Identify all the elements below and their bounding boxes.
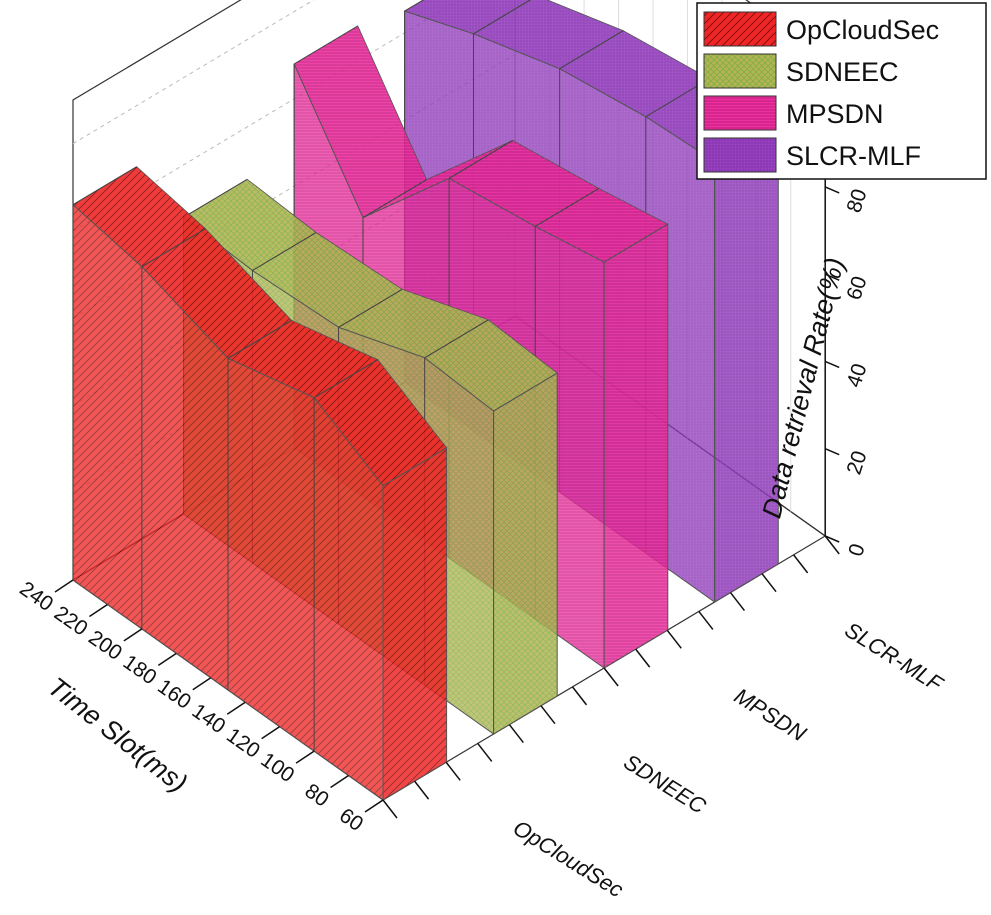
- y-tick: [477, 742, 493, 762]
- z-tick-60: [824, 273, 840, 281]
- x-tick-140: [226, 701, 246, 715]
- legend-label-slcr-mlf: SLCR-MLF: [786, 141, 921, 171]
- y-tick: [540, 705, 556, 725]
- z-tick-label-80: 80: [842, 186, 871, 215]
- legend-label-mpsdn: MPSDN: [786, 99, 884, 129]
- data-edge-mpsdn-150: [448, 139, 514, 179]
- legend: OpCloudSec SDNEEC MPSDN SLCR-MLF: [696, 2, 987, 180]
- y-tick: [793, 554, 809, 574]
- legend-label-sdneec: SDNEEC: [786, 57, 899, 87]
- category-label-mpsdn: MPSDN: [730, 683, 811, 746]
- z-tick-0: [824, 535, 840, 543]
- z-tick-40: [824, 360, 840, 369]
- z-tick-label-40: 40: [842, 361, 871, 390]
- x-tick-label-80: 80: [301, 779, 333, 811]
- data-edge-opcloudsec-200: [141, 228, 206, 268]
- x-tick-200: [123, 628, 143, 642]
- legend-swatch-sdneec: [703, 53, 777, 89]
- x-tick-label-60: 60: [335, 804, 367, 836]
- y-tick: [635, 648, 651, 668]
- z-tick-label-60: 60: [842, 274, 871, 303]
- data-edge-slcr-mlf-150: [559, 30, 624, 70]
- gridline-z-100: [72, 0, 315, 145]
- y-tick: [571, 686, 588, 706]
- x-tick-160: [192, 677, 212, 691]
- x-tick-label-240: 240: [15, 577, 57, 616]
- x-tick-label-140: 140: [188, 699, 230, 738]
- y-tick: [761, 573, 777, 593]
- z-tick-label-0: 0: [844, 541, 869, 559]
- x-tick-80: [330, 774, 349, 789]
- data-edge-opcloudsec-100: [313, 359, 379, 399]
- x-tick-label-120: 120: [222, 724, 264, 763]
- ribbon-end-cap: [714, 122, 779, 603]
- y-tick: [445, 761, 461, 781]
- legend-swatch-opcloudsec: [703, 11, 777, 47]
- data-ribbons: [72, 0, 780, 801]
- data-edge-slcr-mlf-240: [404, 0, 425, 12]
- x-tick-100: [295, 750, 315, 764]
- ribbon-end-cap: [382, 446, 448, 801]
- x-tick-label-220: 220: [50, 602, 92, 641]
- ribbon-end-cap: [493, 372, 558, 735]
- x-tick-180: [157, 652, 177, 666]
- legend-label-opcloudsec: OpCloudSec: [786, 15, 939, 45]
- data-edge-sdneec-200: [252, 232, 317, 271]
- x-tick-label-160: 160: [153, 675, 195, 714]
- category-label-sdneec: SDNEEC: [619, 749, 710, 819]
- x-tick-220: [89, 603, 108, 618]
- z-tick-80: [824, 186, 840, 194]
- data-edge-sdneec-240: [183, 178, 248, 218]
- data-edge-sdneec-100: [424, 319, 489, 359]
- category-label-slcr-mlf: SLCR-MLF: [841, 617, 949, 697]
- data-edge-mpsdn-240: [293, 25, 359, 65]
- y-tick: [824, 535, 840, 555]
- x-tick-60: [364, 799, 384, 813]
- z-tick-label-20: 20: [842, 448, 871, 477]
- legend-swatch-mpsdn: [703, 95, 777, 131]
- data-edge-mpsdn-100: [534, 187, 600, 227]
- y-tick: [698, 610, 714, 630]
- y-tick: [413, 780, 430, 800]
- x-tick-label-180: 180: [119, 650, 161, 689]
- y-tick: [603, 667, 619, 687]
- x-tick-240: [54, 579, 74, 593]
- data-edge-mpsdn-200: [362, 179, 427, 219]
- data-edge-opcloudsec-240: [72, 166, 137, 206]
- y-tick: [382, 799, 398, 819]
- x-tick-label-100: 100: [257, 748, 299, 787]
- x-tick-label-200: 200: [84, 626, 126, 665]
- data-edge-sdneec-150: [338, 288, 403, 328]
- legend-swatch-slcr-mlf: [703, 137, 777, 173]
- category-label-opcloudsec: OpCloudSec: [509, 815, 628, 902]
- y-tick: [666, 629, 682, 649]
- x-tick-120: [261, 726, 281, 740]
- y-tick: [508, 724, 524, 744]
- z-tick-20: [824, 448, 840, 456]
- y-tick: [729, 592, 746, 612]
- ribbon-opcloudsec: [72, 166, 448, 801]
- data-edge-opcloudsec-150: [227, 319, 292, 359]
- data-edge-slcr-mlf-200: [473, 0, 532, 35]
- ribbon-end-cap: [603, 223, 669, 669]
